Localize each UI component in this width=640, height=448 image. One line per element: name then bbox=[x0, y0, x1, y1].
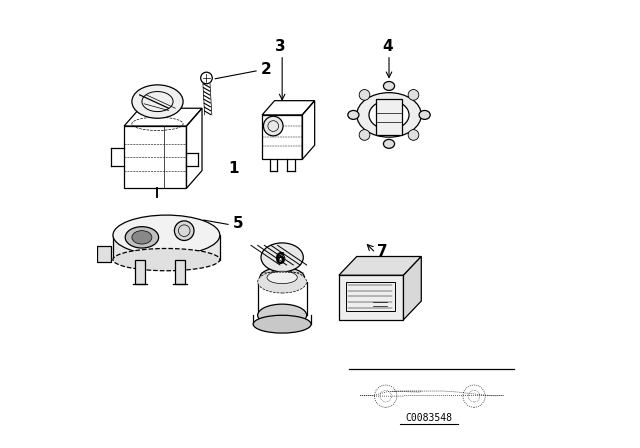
Ellipse shape bbox=[253, 315, 311, 333]
Ellipse shape bbox=[113, 249, 220, 271]
Circle shape bbox=[408, 129, 419, 140]
Circle shape bbox=[264, 116, 283, 136]
Polygon shape bbox=[339, 275, 403, 320]
Ellipse shape bbox=[258, 271, 307, 293]
Ellipse shape bbox=[348, 111, 359, 119]
Text: 2: 2 bbox=[261, 62, 272, 77]
Text: 3: 3 bbox=[275, 39, 286, 54]
Ellipse shape bbox=[132, 85, 183, 118]
Ellipse shape bbox=[261, 243, 303, 272]
Ellipse shape bbox=[267, 271, 298, 284]
Text: 4: 4 bbox=[382, 39, 393, 54]
Polygon shape bbox=[403, 257, 421, 320]
Polygon shape bbox=[175, 260, 185, 284]
Polygon shape bbox=[135, 260, 145, 284]
Circle shape bbox=[359, 90, 370, 100]
Text: C0083548: C0083548 bbox=[406, 413, 452, 422]
Polygon shape bbox=[376, 99, 403, 135]
Ellipse shape bbox=[383, 82, 395, 90]
Ellipse shape bbox=[258, 304, 307, 327]
Text: 1: 1 bbox=[228, 161, 239, 176]
Text: 5: 5 bbox=[233, 216, 244, 232]
Text: 7: 7 bbox=[377, 244, 388, 259]
Ellipse shape bbox=[125, 227, 159, 248]
Polygon shape bbox=[113, 235, 220, 260]
Circle shape bbox=[175, 221, 194, 241]
Ellipse shape bbox=[132, 231, 152, 244]
Ellipse shape bbox=[260, 267, 305, 288]
Polygon shape bbox=[97, 246, 111, 262]
Ellipse shape bbox=[383, 139, 395, 148]
Ellipse shape bbox=[419, 111, 430, 119]
Circle shape bbox=[359, 129, 370, 140]
Circle shape bbox=[408, 90, 419, 100]
Ellipse shape bbox=[369, 100, 409, 129]
Ellipse shape bbox=[356, 93, 421, 137]
Polygon shape bbox=[339, 257, 421, 275]
Text: 6: 6 bbox=[275, 252, 286, 267]
Ellipse shape bbox=[113, 215, 220, 255]
